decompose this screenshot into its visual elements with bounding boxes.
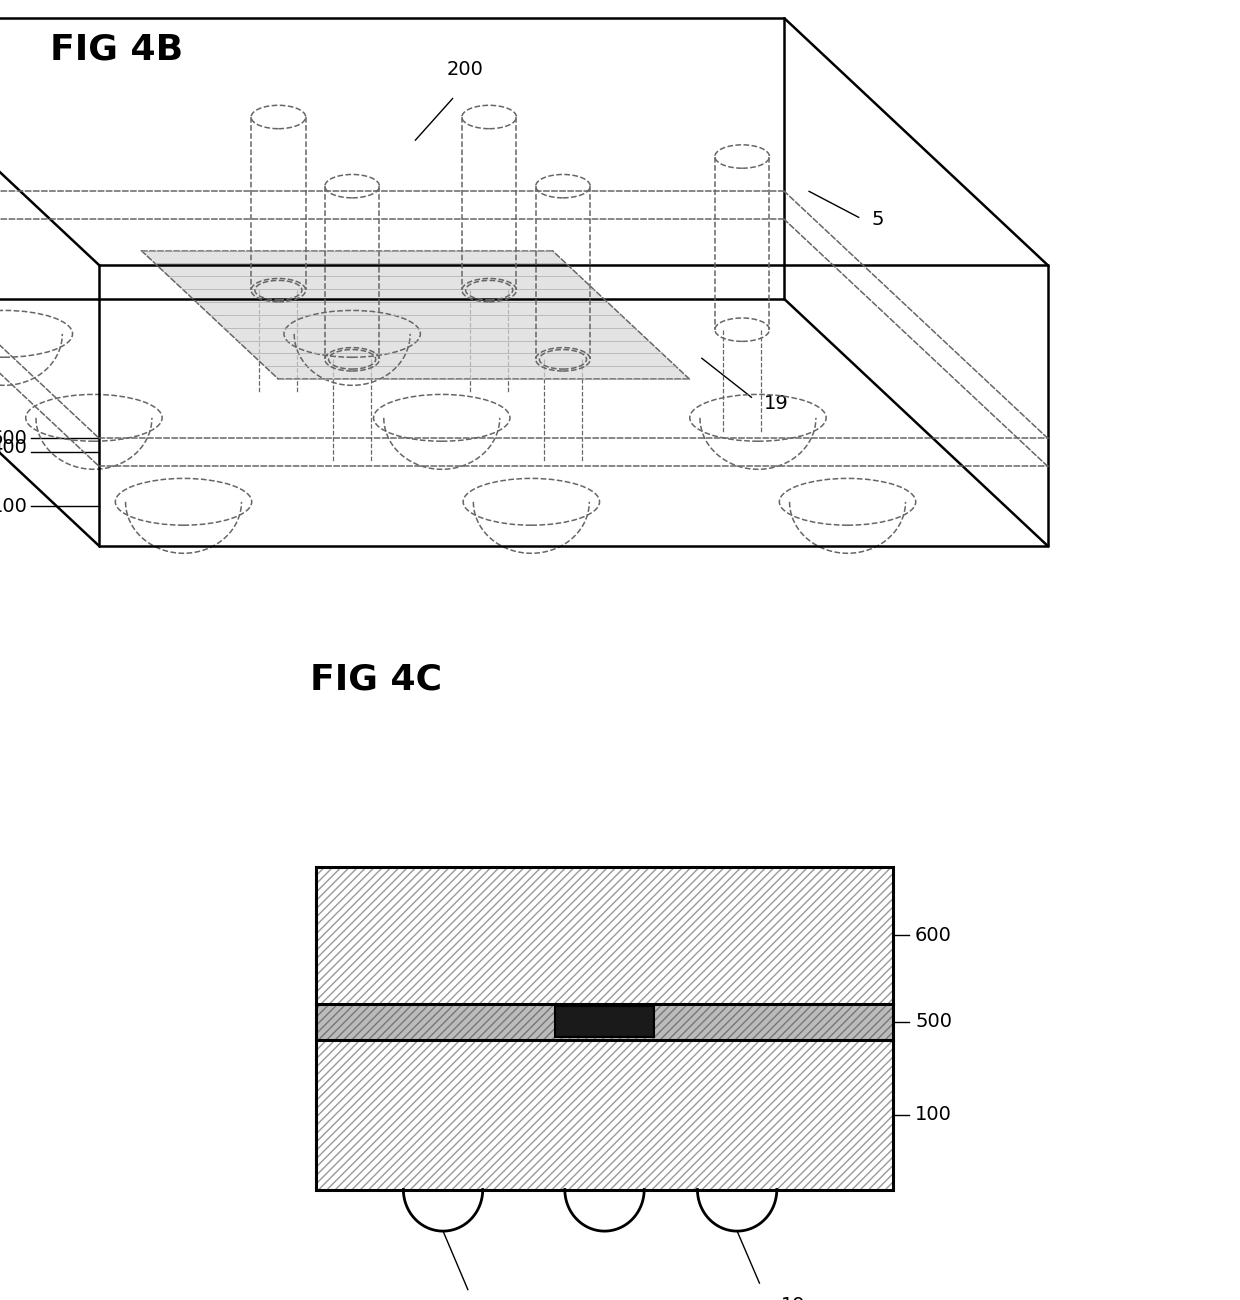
Text: 200: 200 — [446, 60, 484, 79]
Text: FIG 4B: FIG 4B — [50, 32, 182, 66]
Bar — [316, 1040, 893, 1190]
Text: 400: 400 — [0, 438, 27, 456]
Bar — [316, 867, 893, 1004]
Text: 500: 500 — [915, 1013, 952, 1031]
Bar — [316, 1004, 893, 1040]
Text: 600: 600 — [915, 926, 952, 945]
Bar — [316, 867, 893, 1190]
Bar — [316, 1004, 893, 1040]
Bar — [316, 1040, 893, 1190]
Bar — [556, 1006, 655, 1037]
Text: 600: 600 — [0, 429, 27, 448]
Text: 19: 19 — [780, 1296, 805, 1300]
Text: 5: 5 — [870, 211, 884, 230]
Polygon shape — [141, 251, 689, 380]
Text: 100: 100 — [0, 497, 27, 516]
Text: 19: 19 — [764, 394, 789, 413]
Bar — [316, 867, 893, 1004]
Text: FIG 4C: FIG 4C — [310, 663, 441, 697]
Text: 100: 100 — [915, 1105, 952, 1124]
